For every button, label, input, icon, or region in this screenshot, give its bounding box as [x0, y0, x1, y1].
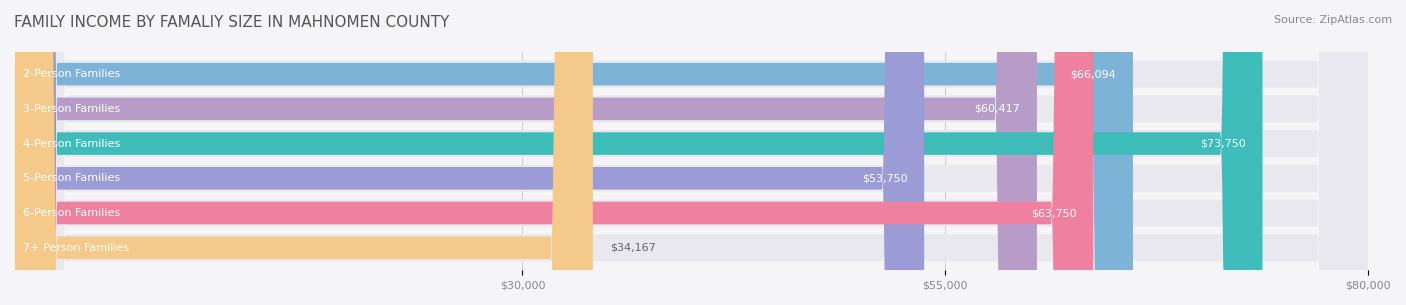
FancyBboxPatch shape — [15, 0, 1094, 305]
FancyBboxPatch shape — [15, 0, 1368, 305]
FancyBboxPatch shape — [15, 0, 1133, 305]
FancyBboxPatch shape — [15, 0, 924, 305]
FancyBboxPatch shape — [15, 0, 1368, 305]
Text: 3-Person Families: 3-Person Families — [24, 104, 121, 114]
Text: 6-Person Families: 6-Person Families — [24, 208, 121, 218]
FancyBboxPatch shape — [15, 0, 1263, 305]
Text: 4-Person Families: 4-Person Families — [24, 138, 121, 149]
FancyBboxPatch shape — [15, 0, 1368, 305]
FancyBboxPatch shape — [15, 0, 1368, 305]
Text: $66,094: $66,094 — [1070, 69, 1116, 79]
Text: $73,750: $73,750 — [1199, 138, 1246, 149]
FancyBboxPatch shape — [15, 0, 1368, 305]
Text: 5-Person Families: 5-Person Families — [24, 173, 121, 183]
FancyBboxPatch shape — [15, 0, 593, 305]
Text: $53,750: $53,750 — [862, 173, 907, 183]
Text: $63,750: $63,750 — [1031, 208, 1077, 218]
Text: 2-Person Families: 2-Person Families — [24, 69, 121, 79]
Text: $34,167: $34,167 — [610, 243, 655, 253]
Text: FAMILY INCOME BY FAMALIY SIZE IN MAHNOMEN COUNTY: FAMILY INCOME BY FAMALIY SIZE IN MAHNOME… — [14, 15, 450, 30]
Text: Source: ZipAtlas.com: Source: ZipAtlas.com — [1274, 15, 1392, 25]
FancyBboxPatch shape — [15, 0, 1038, 305]
FancyBboxPatch shape — [15, 0, 1368, 305]
Text: 7+ Person Families: 7+ Person Families — [24, 243, 129, 253]
Text: $60,417: $60,417 — [974, 104, 1019, 114]
